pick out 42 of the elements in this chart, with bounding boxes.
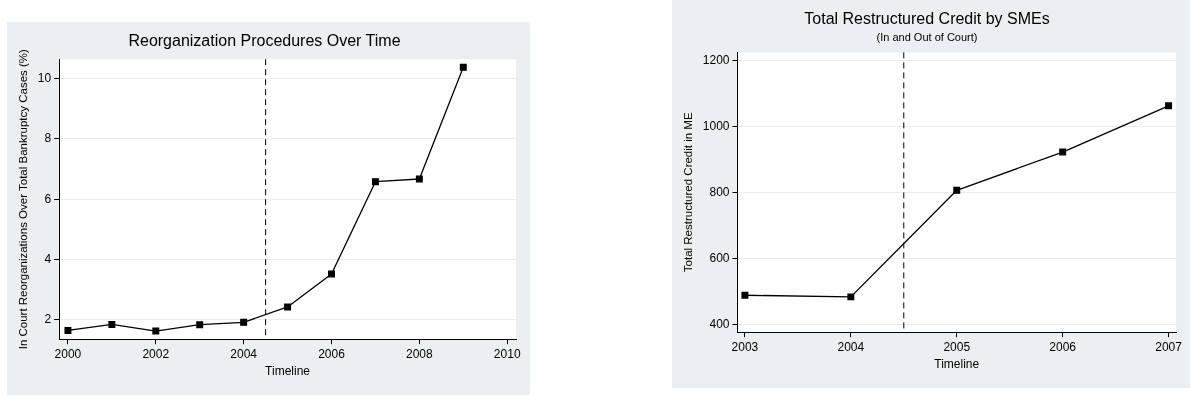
x-tick-label: 2000	[54, 346, 82, 361]
x-axis-title: Timeline	[265, 364, 311, 379]
y-axis-title: Total Restructured Credit in ME	[682, 112, 695, 273]
x-tick-label: 2010	[493, 346, 521, 361]
x-tick-label: 2008	[406, 346, 434, 361]
y-tick-label: 4	[44, 251, 52, 266]
x-tick-label: 2003	[731, 339, 759, 354]
point	[741, 291, 749, 299]
point	[152, 327, 160, 335]
point	[196, 321, 204, 329]
point	[328, 270, 335, 278]
y-axis-title: In Court Reorganizations Over Total Bankruptcy Cases (%)	[17, 48, 30, 350]
y-tick-label: 600	[709, 250, 730, 265]
point	[1165, 102, 1173, 110]
x-tick-label: 2004	[837, 339, 865, 354]
y-tick-label: 800	[709, 184, 730, 199]
chart-subtitle: (In and Out of Court)	[876, 30, 978, 43]
point	[108, 320, 116, 328]
point	[953, 186, 961, 194]
point	[371, 178, 379, 186]
y-tick-label: 6	[44, 191, 52, 206]
y-tick-label: 8	[44, 131, 52, 146]
x-tick-label: 2006	[1049, 339, 1077, 354]
y-tick-label: 1200	[702, 52, 730, 67]
y-tick-label: 1000	[702, 118, 730, 133]
x-tick-label: 2006	[318, 346, 346, 361]
x-axis-title: Timeline	[934, 357, 980, 372]
y-tick-label: 10	[37, 70, 52, 85]
chart-title: Total Restructured Credit by SMEs	[804, 10, 1050, 28]
y-tick-label: 2	[44, 312, 52, 327]
point	[284, 303, 292, 311]
x-tick-label: 2007	[1155, 339, 1183, 354]
x-tick-label: 2004	[230, 346, 258, 361]
point	[459, 63, 467, 71]
y-tick-label: 400	[709, 316, 730, 331]
x-tick-label: 2002	[142, 346, 170, 361]
point	[240, 318, 248, 326]
chart-title: Reorganization Procedures Over Time	[128, 32, 401, 50]
x-tick-label: 2005	[943, 339, 971, 354]
point	[1059, 148, 1067, 156]
point	[64, 326, 72, 334]
point	[847, 293, 855, 301]
